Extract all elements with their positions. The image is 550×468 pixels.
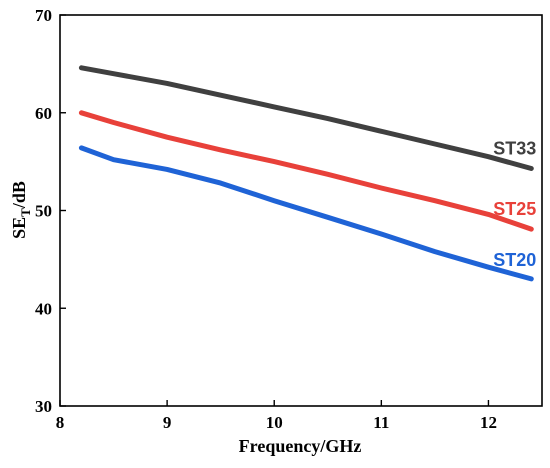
x-tick-label: 10 xyxy=(266,413,283,432)
y-tick-label: 30 xyxy=(35,397,52,416)
series-lines xyxy=(78,65,534,282)
x-tick-label: 9 xyxy=(163,413,172,432)
y-tick-label: 40 xyxy=(35,299,52,318)
x-tick-label: 12 xyxy=(480,413,497,432)
y-tick-label: 60 xyxy=(35,104,52,123)
x-tick-label: 11 xyxy=(373,413,389,432)
series-line xyxy=(78,145,534,282)
x-axis-label: Frequency/GHz xyxy=(239,436,362,456)
series-label: ST25 xyxy=(493,199,536,219)
y-axis-label: SET/dB xyxy=(9,181,33,239)
series-label: ST33 xyxy=(493,138,536,158)
series-label: ST20 xyxy=(493,250,536,270)
y-tick-label: 50 xyxy=(35,202,52,221)
x-tick-label: 8 xyxy=(56,413,65,432)
axis-ticks: 8 9 10 11 12 30 40 50 60 70 xyxy=(35,6,497,432)
y-axis-label-subscript: T xyxy=(18,208,33,217)
y-axis-label-suffix: /dB xyxy=(9,181,29,209)
y-axis-label-base: SE xyxy=(9,217,29,239)
series-labels: ST33 ST25 ST20 xyxy=(493,138,536,269)
series-line xyxy=(78,65,534,171)
series-line xyxy=(78,110,534,232)
y-tick-label: 70 xyxy=(35,6,52,25)
